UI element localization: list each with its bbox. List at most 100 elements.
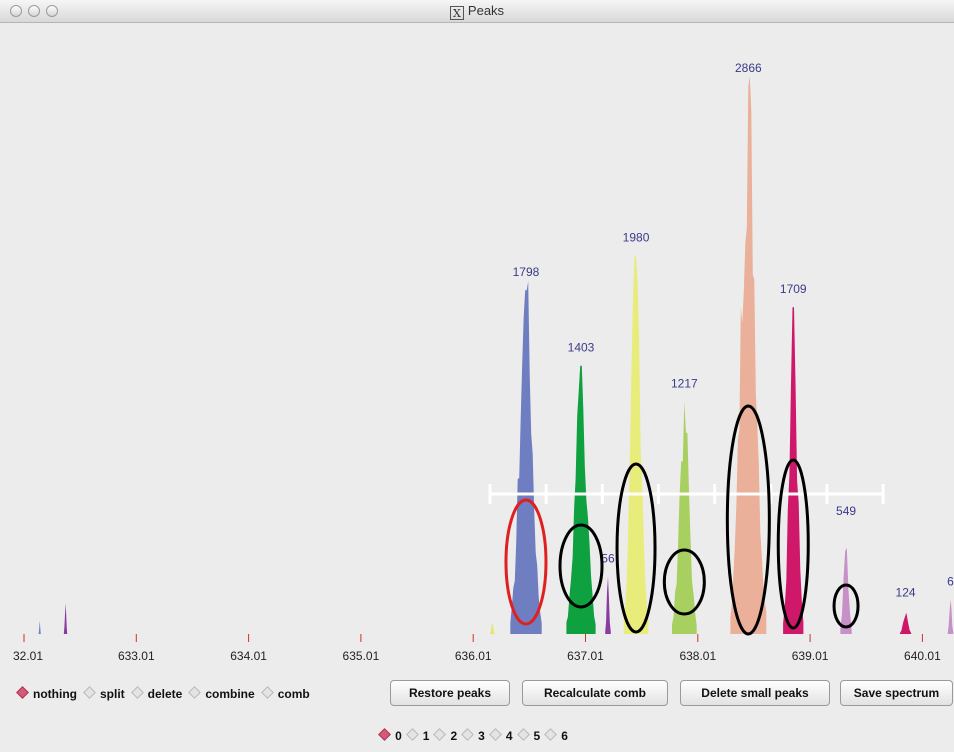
page-radio-group: 0 1 2 3 4 5 6 [0,728,954,743]
page-radio-5[interactable]: 5 [516,728,541,743]
control-bar: nothing split delete combine comb Restore pe… [0,680,954,710]
peak[interactable] [510,281,542,634]
mode-radio-delete[interactable]: delete [130,686,183,701]
radio-diamond-icon [461,728,475,741]
mode-radio-label: combine [205,687,255,701]
mode-radio-combine[interactable]: combine [188,686,255,701]
peak[interactable] [490,622,495,635]
page-radio-label: 6 [561,729,568,743]
mode-radio-group: nothing split delete combine comb [16,686,318,701]
x-tick-label: 639.01 [792,649,829,663]
peak-bar[interactable] [672,401,697,634]
peak[interactable] [623,255,649,634]
mode-radio-label: delete [147,687,183,701]
radio-diamond-icon [16,686,29,699]
page-radio-4[interactable]: 4 [488,728,513,743]
page-radio-1[interactable]: 1 [405,728,430,743]
peak-selection-ellipse[interactable] [662,548,706,616]
recalculate-comb-button[interactable]: Recalculate comb [522,680,668,706]
mode-radio-label: comb [277,687,310,701]
x-tick-label: 633.01 [118,649,155,663]
page-radio-label: 4 [505,729,513,743]
peak[interactable] [947,599,954,634]
peak-bar[interactable] [783,307,804,634]
radio-diamond-icon [378,728,391,741]
close-window-button[interactable] [10,5,22,17]
radio-diamond-icon [544,728,558,741]
page-radio-label: 2 [450,729,458,743]
peak-value-label: 1798 [513,265,540,279]
peak[interactable] [840,547,852,634]
page-radio-2[interactable]: 2 [433,728,458,743]
radio-diamond-icon [405,728,419,741]
x-tick-label: 637.01 [567,649,604,663]
peak-value-label: 549 [836,504,856,518]
peak[interactable] [730,76,767,634]
mode-radio-label: nothing [33,687,77,701]
page-radio-label: 5 [533,729,541,743]
peak-value-label: 124 [896,585,916,599]
peak-bar[interactable] [490,622,495,635]
mode-radio-split[interactable]: split [83,686,125,701]
peak-selection-ellipse[interactable] [776,458,810,630]
peak-selection-ellipse[interactable] [504,498,548,626]
mode-radio-label: split [99,687,125,701]
page-radio-0[interactable]: 0 [378,728,402,743]
page-radio-label: 3 [478,729,485,743]
page-radio-6[interactable]: 6 [544,728,568,743]
peak-selection-ellipse[interactable] [725,404,771,636]
peak[interactable] [783,307,804,634]
radio-diamond-icon [433,728,447,741]
peak-value-label: 1980 [623,230,650,244]
radio-diamond-icon [516,728,530,741]
peak[interactable] [672,401,697,634]
x-tick-label: 636.01 [455,649,492,663]
peak-bar[interactable] [38,620,41,634]
peak-selection-ellipse[interactable] [832,583,860,629]
peak-bar[interactable] [947,599,954,634]
peak-value-label: 6 [947,575,954,589]
radio-diamond-icon [130,686,144,699]
radio-diamond-icon [260,686,274,699]
save-spectrum-button[interactable]: Save spectrum [840,680,953,706]
peak-selection-ellipse[interactable] [615,462,657,634]
page-radio-3[interactable]: 3 [461,728,485,743]
restore-peaks-button[interactable]: Restore peaks [390,680,510,706]
peak-bar[interactable] [899,612,912,634]
mode-radio-nothing[interactable]: nothing [16,686,77,701]
peak-bar[interactable] [623,255,649,634]
peak-bar[interactable] [730,76,767,634]
x-tick-label: 32.01 [13,649,43,663]
window-title-text: Peaks [467,3,505,18]
spectrum-plot[interactable]: 1798 1403 56 1980 1217 2866 1709 549 124 6 32.01 63… [0,22,954,680]
x-tick-label: 634.01 [230,649,267,663]
peak[interactable] [38,620,41,634]
delete-small-peaks-button[interactable]: Delete small peaks [680,680,830,706]
radio-diamond-icon [488,728,502,741]
peak[interactable] [605,576,611,634]
peak[interactable] [566,365,596,634]
page-radio-label: 1 [422,729,430,743]
x-tick-label: 635.01 [343,649,380,663]
x-tick-label: 638.01 [679,649,716,663]
peak-value-label: 1403 [568,341,595,355]
peak-value-label: 2866 [735,61,762,75]
mode-radio-comb[interactable]: comb [260,686,310,701]
peak-bar[interactable] [840,547,852,634]
x11-icon: X [449,6,464,20]
title-bar: X Peaks [0,0,954,23]
peak-bar[interactable] [63,603,68,634]
peak-bar[interactable] [510,281,542,634]
peak-value-label: 1217 [671,376,698,390]
minimize-window-button[interactable] [28,5,40,17]
peak[interactable] [63,603,68,634]
peak-bar[interactable] [605,576,611,634]
peak[interactable] [899,612,912,634]
x-tick-label: 640.01 [904,649,941,663]
peak-value-label: 56 [601,552,615,566]
zoom-window-button[interactable] [46,5,58,17]
peak-value-label: 1709 [780,282,807,296]
peak-selection-ellipse[interactable] [558,523,604,609]
peak-bar[interactable] [566,365,596,634]
radio-diamond-icon [83,686,96,699]
